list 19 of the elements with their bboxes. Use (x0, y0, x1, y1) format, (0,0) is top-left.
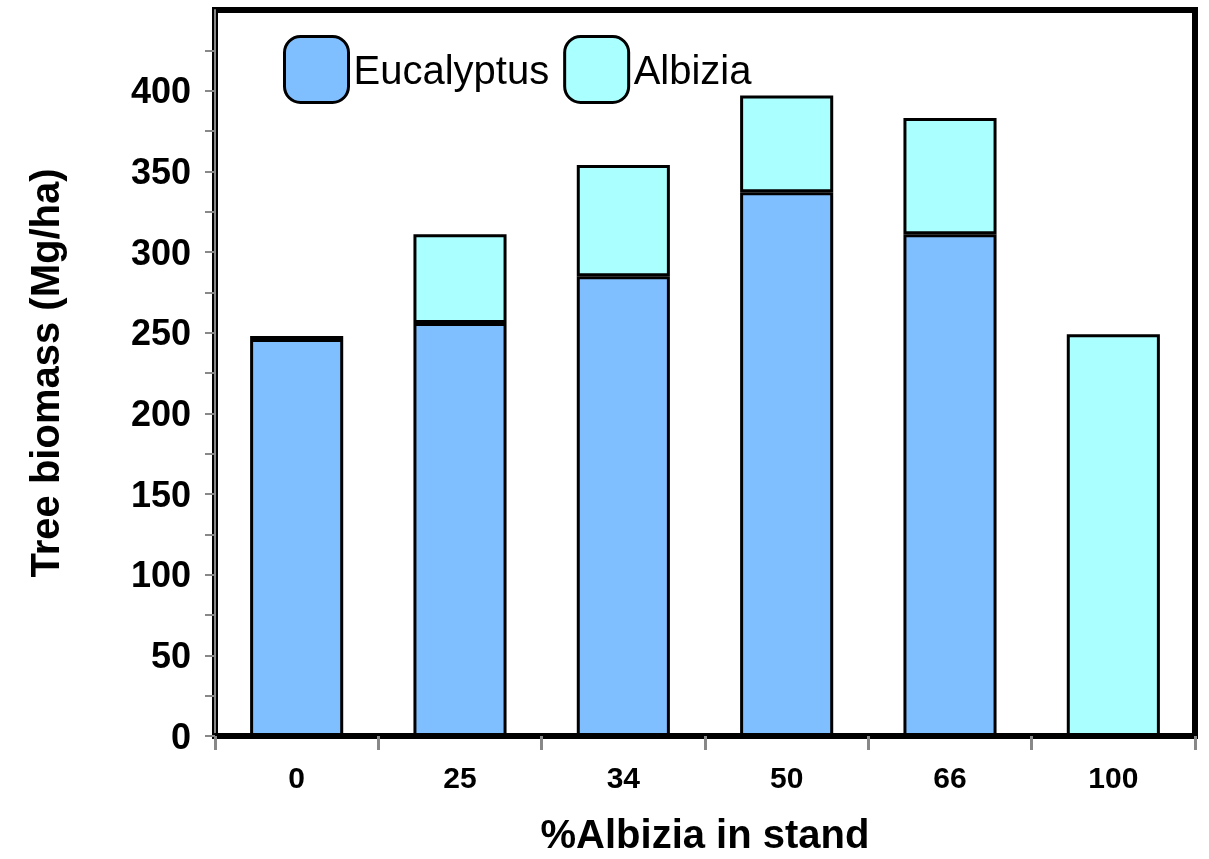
y-tick-label: 150 (130, 473, 191, 515)
y-axis-title: Tree biomass (Mg/ha) (23, 168, 67, 578)
x-tick-label: 100 (1088, 760, 1139, 794)
y-tick-label: 50 (150, 634, 191, 676)
y-tick-label: 400 (130, 70, 191, 112)
y-tick-label: 250 (130, 312, 191, 354)
legend-label: Eucalyptus (353, 47, 550, 92)
x-tick-label: 0 (288, 760, 306, 794)
y-tick-label: 350 (130, 150, 191, 192)
y-tick-label: 100 (130, 554, 191, 596)
x-tick-label: 50 (769, 760, 804, 794)
x-tick-label: 66 (933, 760, 967, 794)
y-tick-label: 300 (130, 231, 191, 273)
legend-label: Albizia (633, 47, 753, 92)
x-axis-title: %Albizia in stand (540, 812, 870, 856)
x-tick-label: 25 (443, 760, 477, 794)
x-tick-label: 34 (606, 760, 641, 794)
y-tick-label: 200 (130, 392, 191, 434)
y-tick-label: 0 (170, 715, 191, 757)
